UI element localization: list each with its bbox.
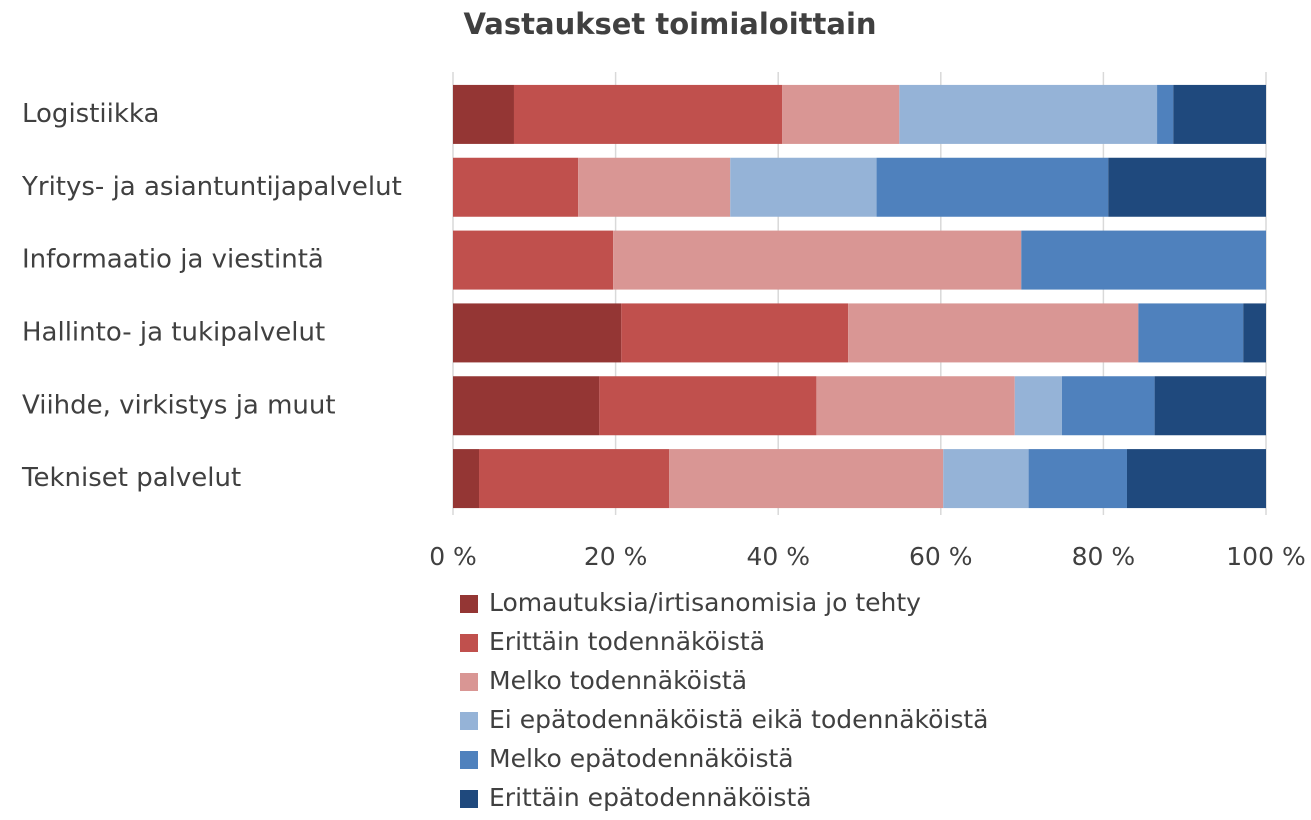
legend-label: Ei epätodennäköistä eikä todennäköistä (489, 705, 989, 734)
x-tick-label: 20 % (584, 542, 648, 571)
bar-segment (578, 157, 731, 217)
bar-segment (599, 376, 817, 436)
bar-segment (1014, 376, 1062, 436)
bar-segment (816, 376, 1015, 436)
legend-swatch (460, 595, 478, 613)
y-tick-label: Yritys- ja asiantuntijapalvelut (21, 172, 402, 202)
legend-label: Erittäin epätodennäköistä (489, 783, 812, 812)
legend-swatch (460, 751, 478, 769)
bar-segment (613, 230, 1022, 290)
bar-segment (848, 303, 1139, 363)
x-tick-label: 40 % (746, 542, 810, 571)
chart-title: Vastaukset toimialoittain (463, 7, 876, 41)
bar-segment (943, 449, 1029, 509)
bar-segment (1126, 449, 1266, 509)
y-tick-label: Tekniset palvelut (21, 463, 241, 493)
legend-label: Melko todennäköistä (489, 666, 747, 695)
legend-label: Melko epätodennäköistä (489, 744, 794, 773)
bar-segment (899, 84, 1158, 144)
y-tick-label: Hallinto- ja tukipalvelut (22, 317, 325, 347)
bar-segment (1061, 376, 1155, 436)
legend-label: Erittäin todennäköistä (489, 627, 765, 656)
bar-segment (669, 449, 944, 509)
y-tick-label: Logistiikka (22, 99, 159, 129)
bar-segment (479, 449, 670, 509)
bar-segment (453, 449, 480, 509)
bar-segment (1173, 84, 1266, 144)
bar-segment (1138, 303, 1244, 363)
bar-segment (782, 84, 900, 144)
x-tick-label: 100 % (1226, 542, 1305, 571)
bar-segment (1157, 84, 1174, 144)
legend-swatch (460, 712, 478, 730)
bar-segment (453, 230, 614, 290)
legend-swatch (460, 790, 478, 808)
bar-segment (1021, 230, 1266, 290)
bar-segment (1243, 303, 1266, 363)
y-tick-label: Viihde, virkistys ja muut (22, 390, 336, 420)
bar-segment (453, 303, 622, 363)
bar-segment (453, 84, 514, 144)
bar-segment (876, 157, 1109, 217)
legend-swatch (460, 673, 478, 691)
bar-segment (453, 376, 600, 436)
bar-segment (1028, 449, 1127, 509)
x-tick-label: 0 % (429, 542, 477, 571)
bar-segment (1154, 376, 1266, 436)
legend-label: Lomautuksia/irtisanomisia jo tehty (489, 588, 921, 617)
x-tick-label: 60 % (909, 542, 973, 571)
bar-segment (513, 84, 783, 144)
x-tick-label: 80 % (1072, 542, 1136, 571)
bar-segment (621, 303, 849, 363)
bar-segment (1108, 157, 1266, 217)
y-tick-label: Informaatio ja viestintä (22, 245, 324, 275)
bar-segment (730, 157, 877, 217)
bar-segment (453, 157, 579, 217)
legend-swatch (460, 634, 478, 652)
